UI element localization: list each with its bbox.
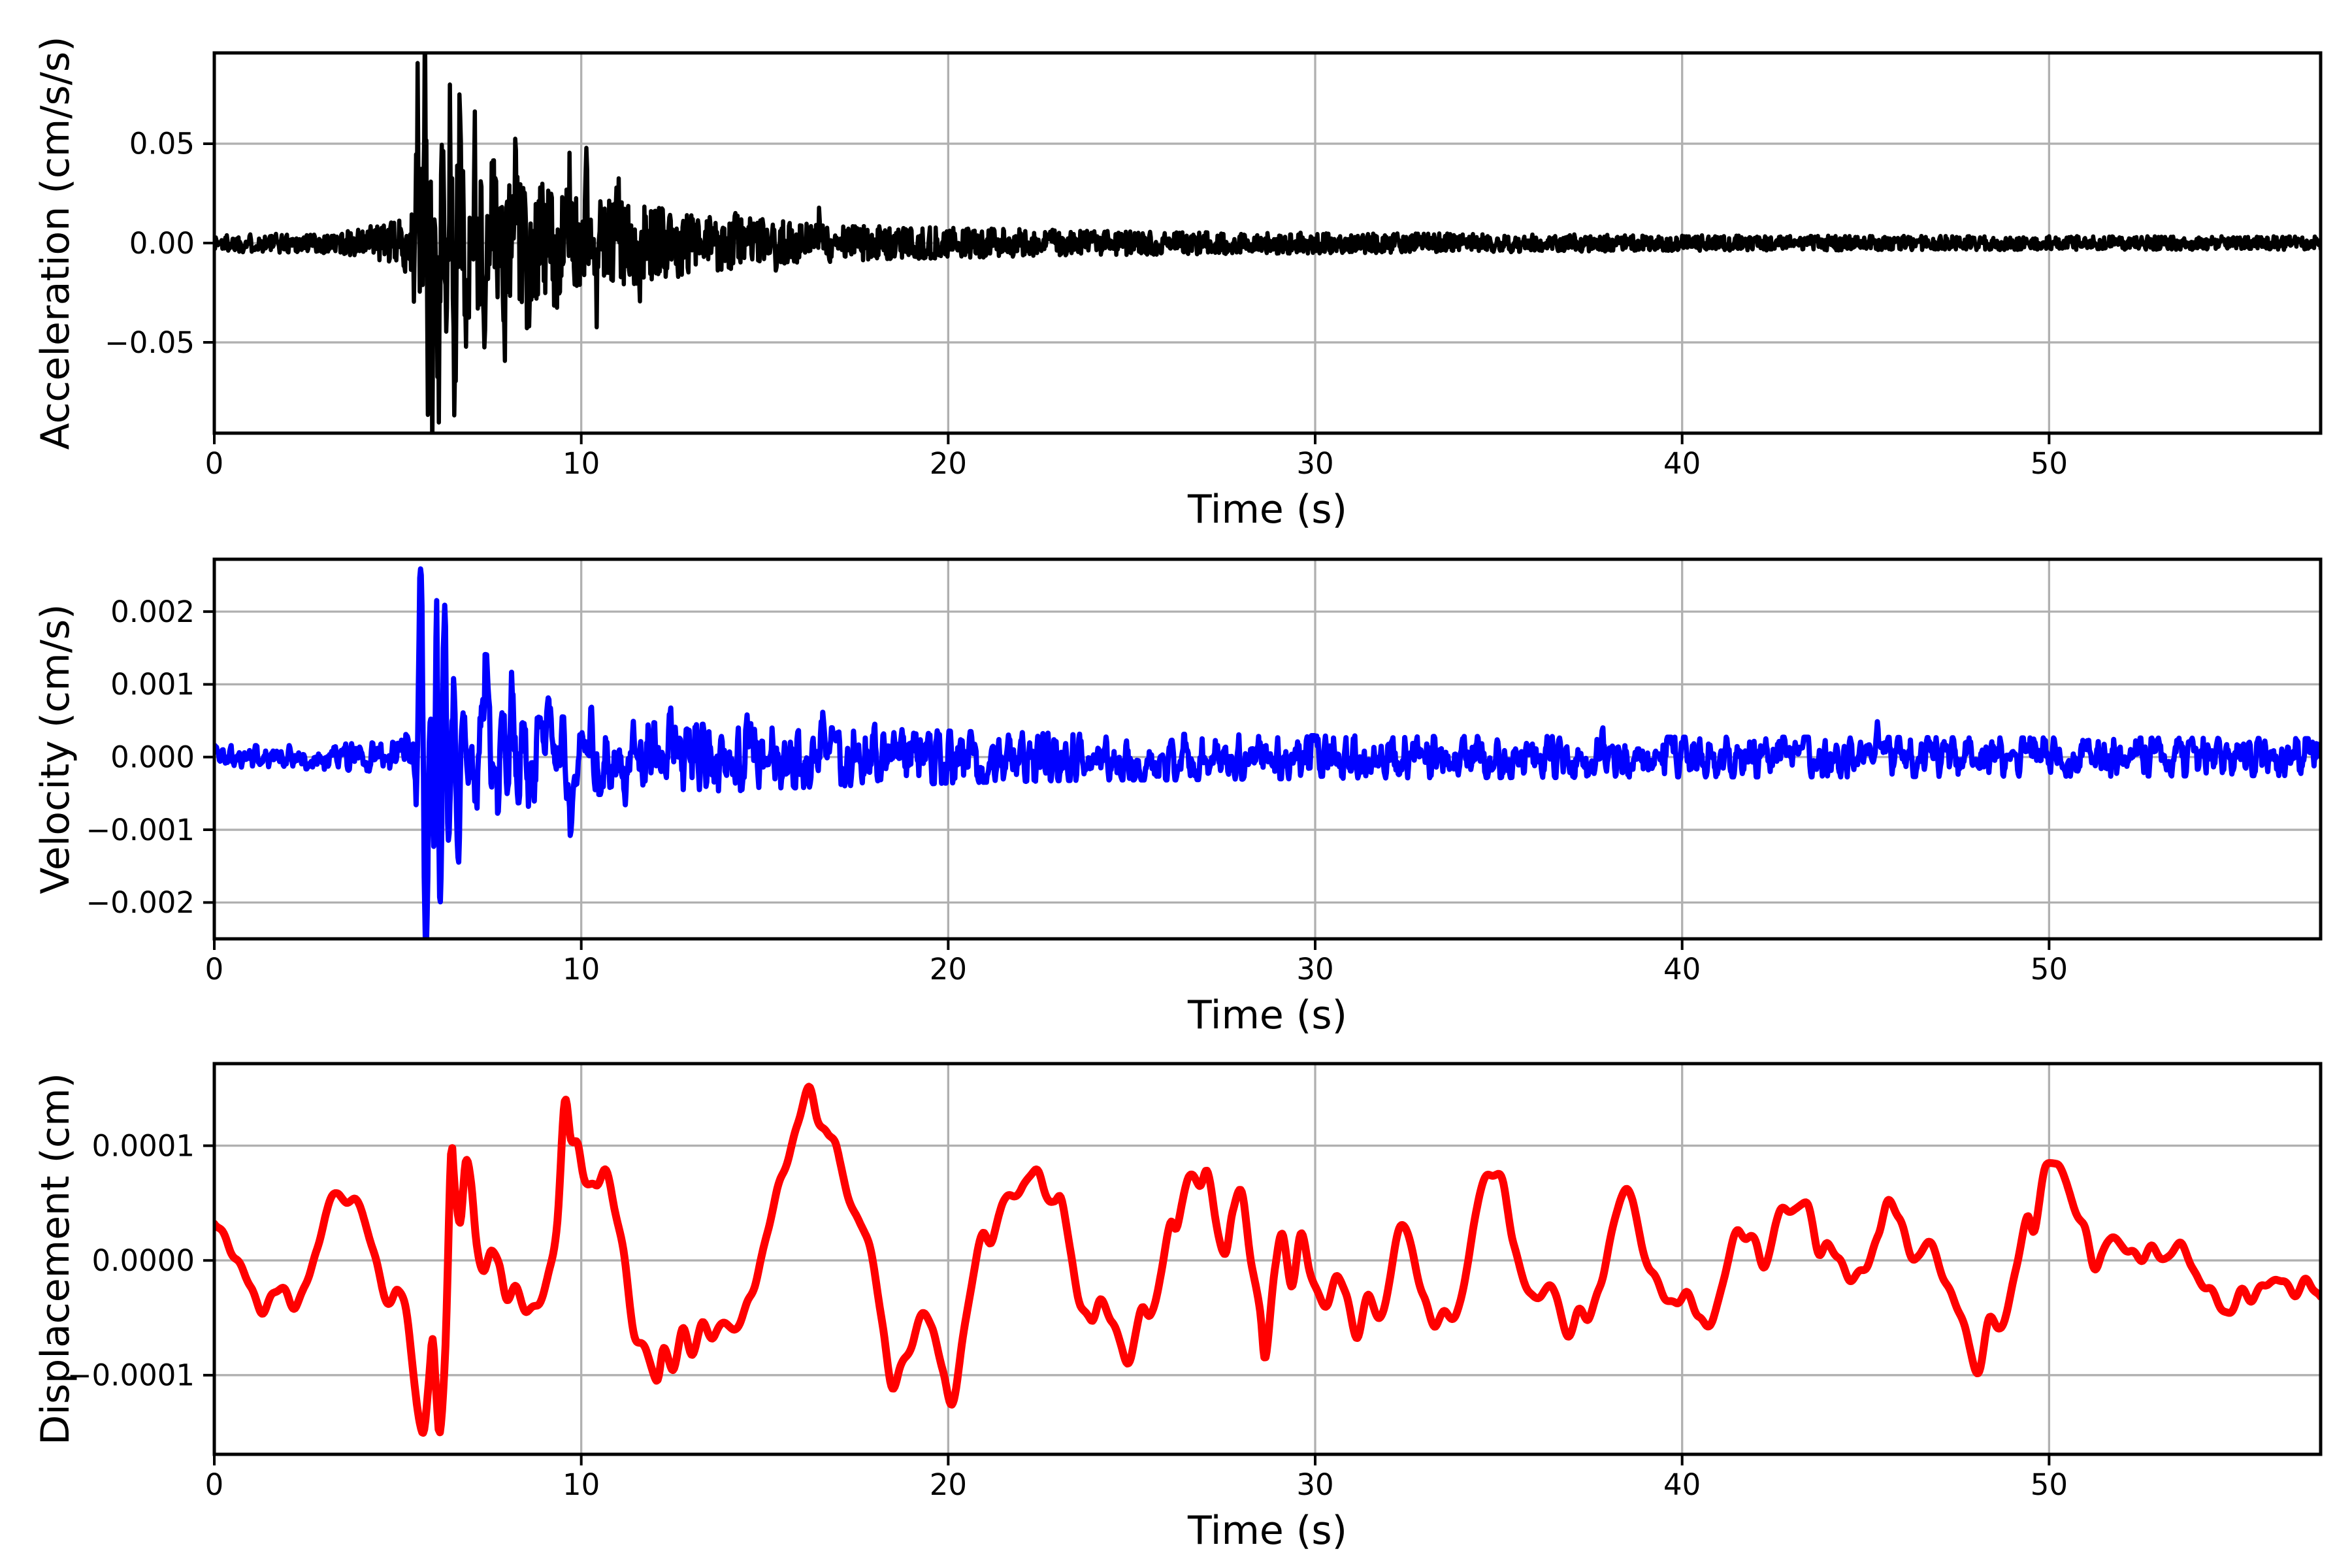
waveform-velocity [214, 566, 2321, 939]
x-axis-label-acceleration: Time (s) [1187, 487, 1347, 532]
subplot-displacement: 0 10 20 30 40 50 0.0001 0.0000 −0.0001 [67, 1062, 2323, 1502]
y-tick-label: 0.0000 [92, 1243, 195, 1278]
y-tick-label: 0.0001 [92, 1128, 195, 1163]
y-axis-label-velocity: Velocity (cm/s) [33, 604, 78, 894]
x-tick-label: 10 [563, 1467, 600, 1502]
y-tick-label: −0.001 [86, 813, 195, 847]
y-axis-label-acceleration: Acceleration (cm/s/s) [33, 36, 78, 449]
y-tick-label: 0.000 [110, 740, 195, 774]
x-tick-label: 30 [1296, 446, 1333, 481]
x-tick-label: 0 [205, 952, 224, 987]
x-tick-label: 20 [930, 952, 967, 987]
x-tick-label: 50 [2031, 952, 2068, 987]
x-axis-label-velocity: Time (s) [1187, 992, 1347, 1038]
y-tick-label: −0.05 [105, 325, 195, 360]
x-tick-label: 40 [1663, 1467, 1701, 1502]
x-tick-label: 30 [1296, 1467, 1333, 1502]
x-tick-label: 50 [2031, 446, 2068, 481]
y-tick-label: 0.00 [129, 226, 195, 261]
waveform-displacement [214, 1083, 2321, 1437]
y-tick-label: 0.002 [110, 595, 195, 629]
y-tick-label: −0.002 [86, 885, 195, 920]
axes-frame [212, 557, 2323, 941]
x-axis-label-displacement: Time (s) [1187, 1508, 1347, 1554]
tick-marks [203, 1144, 2051, 1465]
y-tick-label: 0.05 [129, 127, 195, 161]
waveform-acceleration [214, 53, 2321, 433]
y-tick-label: 0.001 [110, 667, 195, 702]
tick-marks [203, 610, 2051, 950]
subplot-velocity: 0 10 20 30 40 50 0.002 0.001 0.000 −0.001 −0.002 [86, 557, 2323, 987]
axes-frame [212, 1062, 2323, 1456]
x-tick-label: 20 [930, 446, 967, 481]
subplot-group: 0 10 20 30 40 50 0.05 0.00 −0.05 0 10 20 30 40 50 0.002… [67, 51, 2323, 1502]
y-axis-label-displacement: Displacement (cm) [33, 1073, 78, 1445]
x-tick-label: 0 [205, 446, 224, 481]
tick-marks [203, 142, 2051, 444]
x-tick-label: 0 [205, 1467, 224, 1502]
y-tick-label: −0.0001 [67, 1358, 195, 1393]
plot-background [214, 1064, 2321, 1454]
subplot-acceleration: 0 10 20 30 40 50 0.05 0.00 −0.05 [105, 51, 2323, 481]
x-tick-label: 10 [563, 446, 600, 481]
x-tick-label: 20 [930, 1467, 967, 1502]
x-tick-label: 40 [1663, 952, 1701, 987]
x-tick-label: 10 [563, 952, 600, 987]
x-tick-label: 40 [1663, 446, 1701, 481]
x-tick-label: 50 [2031, 1467, 2068, 1502]
x-tick-label: 30 [1296, 952, 1333, 987]
